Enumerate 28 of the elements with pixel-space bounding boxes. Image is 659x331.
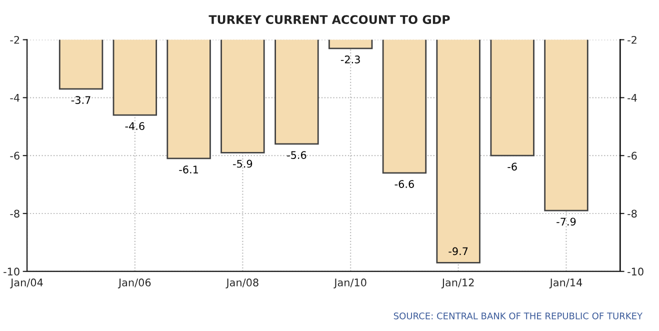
x-tick-label: Jan/08	[226, 278, 258, 288]
x-tick-label: Jan/14	[549, 278, 582, 288]
y-tick-label: -10	[4, 268, 20, 276]
data-label: -6	[508, 162, 517, 171]
y2-tick-label: -4	[628, 94, 637, 102]
data-label: -7.9	[556, 218, 576, 226]
y-tick-label: -8	[10, 210, 20, 218]
chart-title: TURKEY CURRENT ACCOUNT TO GDP	[208, 15, 450, 24]
data-label: -5.9	[233, 160, 252, 168]
x-tick-label: Jan/06	[118, 278, 151, 288]
y-tick-label: -6	[10, 152, 20, 160]
y-tick-label: -4	[10, 94, 20, 102]
y2-tick-label: -2	[628, 36, 636, 44]
x-tick-label: Jan/10	[334, 278, 366, 288]
y-tick-label: -2	[10, 36, 20, 44]
data-label: -4.6	[125, 122, 144, 130]
data-label: -3.7	[71, 96, 90, 104]
x-tick-label: Jan/12	[441, 278, 474, 288]
data-label: -6.1	[179, 166, 198, 174]
data-label: -2.3	[340, 56, 360, 64]
data-label: -9.7	[448, 247, 468, 256]
data-label: -5.6	[287, 151, 306, 159]
source-note: SOURCE: CENTRAL BANK OF THE REPUBLIC OF TURKEY	[394, 312, 643, 320]
y2-tick-label: -10	[628, 268, 644, 276]
y2-tick-label: -8	[628, 210, 637, 218]
y2-tick-label: -6	[628, 152, 637, 160]
data-label: -6.6	[394, 180, 414, 188]
x-tick-label: Jan/04	[10, 278, 43, 288]
